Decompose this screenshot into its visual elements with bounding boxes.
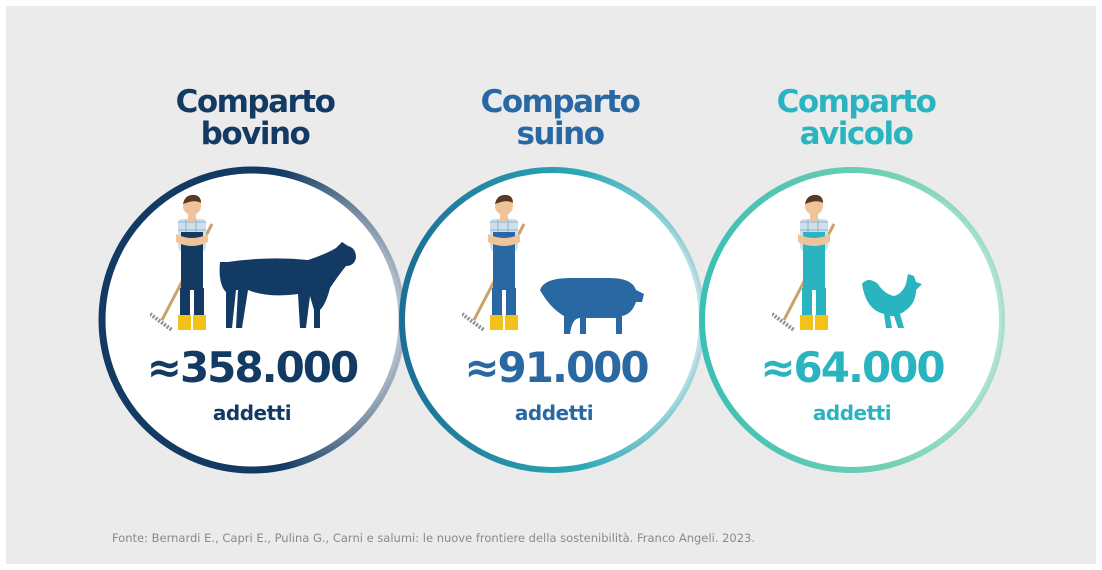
title-line: avicolo <box>800 116 913 152</box>
panel-avicolo: Comparto avicolo ≈64.000 addetti <box>699 84 1005 473</box>
title-line: Comparto <box>777 84 936 120</box>
value: ≈91.000 <box>464 343 648 392</box>
unit: addetti <box>213 401 291 425</box>
title-line: bovino <box>201 116 310 152</box>
unit: addetti <box>813 401 891 425</box>
circle <box>98 166 406 474</box>
chicken-icon <box>862 274 922 328</box>
title-line: suino <box>516 116 603 152</box>
pig-icon <box>540 278 644 334</box>
circle <box>399 167 705 473</box>
circle <box>699 167 1005 473</box>
unit: addetti <box>515 401 593 425</box>
value: ≈64.000 <box>760 343 944 392</box>
cow-icon <box>219 242 356 328</box>
title-line: Comparto <box>481 84 640 120</box>
value: ≈358.000 <box>147 343 358 392</box>
title-line: Comparto <box>176 84 335 120</box>
source: Fonte: Bernardi E., Capri E., Pulina G.,… <box>112 531 755 545</box>
panel-suino: Comparto suino ≈91.000 addetti <box>399 84 705 473</box>
